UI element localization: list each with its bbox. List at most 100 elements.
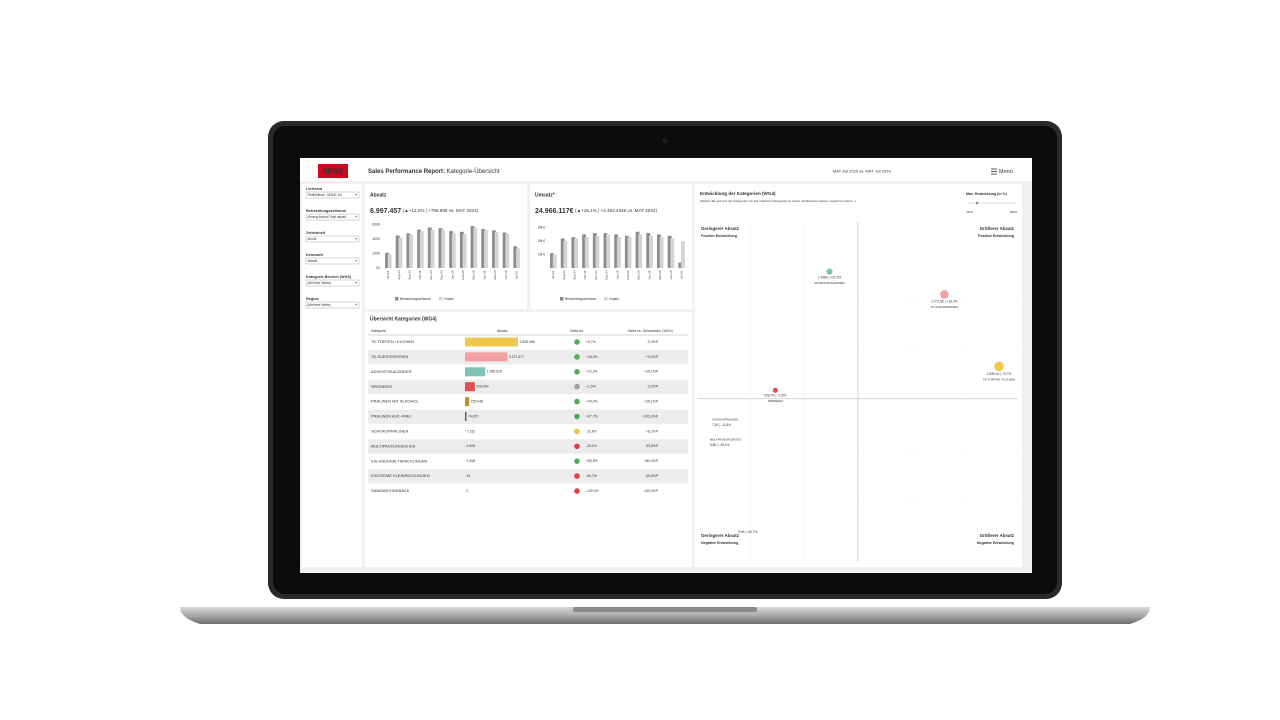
point-name: SPEISEEIS (768, 399, 784, 403)
bar (491, 230, 496, 268)
row-background (368, 439, 688, 454)
dropdown-arrow[interactable] (355, 194, 357, 196)
menu-icon[interactable] (991, 168, 997, 175)
filter-label: Lieferant (306, 187, 323, 191)
filter-label: Zeiteinheit (306, 231, 326, 235)
filter-label: Region (306, 297, 320, 301)
delta-rel: +18,3% (586, 355, 598, 359)
delta-rel: +97,7% (586, 414, 598, 418)
filter-value: Absatz (308, 259, 318, 263)
dropdown-arrow[interactable] (355, 304, 357, 306)
quadrant-subtitle: Negative Entwicklung (977, 541, 1014, 545)
scatter-point[interactable] (940, 290, 949, 299)
filter-dropdown[interactable] (305, 279, 360, 287)
row-background (368, 349, 688, 365)
bar (646, 233, 651, 268)
x-tick-label: Apr 25 (647, 270, 651, 279)
delta-total: +102,0%P (642, 414, 658, 418)
bar (681, 241, 685, 268)
bar (483, 230, 488, 268)
dropdown-arrow[interactable] (355, 260, 357, 262)
scatter-subtitle: (Klicken Sie auf eine der Kategorien um … (700, 199, 856, 203)
delta-total: +26,1%P (644, 399, 659, 403)
bar (406, 233, 411, 268)
filter-dropdown[interactable] (305, 257, 360, 265)
bar (395, 235, 400, 268)
annotation-name: MULTIPACKUNGEN EIS (710, 438, 741, 442)
annotation-label: 6,8K | -28,1% (710, 443, 729, 447)
slider-handle[interactable] (975, 201, 979, 205)
bar (430, 229, 435, 268)
dropdown-arrow[interactable] (355, 282, 357, 284)
legend-label: Betrachtungszeitraum (565, 297, 596, 301)
bar (603, 233, 608, 268)
row-background (368, 409, 688, 424)
x-tick-label: Aug 24 (562, 270, 566, 280)
x-tick-label: Dez 24 (605, 270, 609, 280)
camera (662, 138, 668, 144)
bar (563, 241, 568, 268)
delta-total: -66,5%P (645, 474, 659, 478)
panel-title: Absatz (370, 192, 387, 198)
x-tick-label: Feb 25 (626, 270, 630, 280)
filter-value: (Mehrere Werte) (308, 281, 331, 285)
bar (419, 231, 424, 268)
point-label: 1.086K | +22,3% (818, 276, 842, 280)
scatter-panel (695, 184, 1022, 567)
annotation-name: SCHOKOPRALINEN (712, 418, 738, 422)
filter-label: Kategorie-Bereich (WG3) (306, 275, 352, 279)
filter-dropdown[interactable] (305, 213, 360, 221)
bar (648, 235, 653, 268)
x-tick-label: Sep 24 (573, 270, 577, 280)
bar (614, 234, 619, 268)
bar (516, 248, 520, 268)
bar (470, 226, 475, 268)
bar (659, 237, 664, 268)
umsatz-panel (530, 184, 692, 309)
bar (582, 234, 587, 268)
absatz-bar (465, 397, 470, 407)
dropdown-arrow[interactable] (355, 216, 357, 218)
bar (451, 233, 456, 268)
absatz-value: 1.085.816 (487, 370, 502, 374)
x-tick-label: Apr 25 (482, 270, 486, 279)
quadrant-subtitle: Negative Entwicklung (701, 541, 738, 545)
delta-total: -2,2%P (647, 385, 659, 389)
absatz-value: 6.828 (467, 444, 476, 448)
scatter-point[interactable] (772, 387, 778, 393)
x-tick-label: Dez 24 (440, 270, 444, 280)
status-icon (574, 398, 580, 405)
status-icon (574, 383, 580, 390)
delta-total: +6,2%P (646, 429, 659, 433)
quadrant-title: Geringerer Absatz (701, 533, 740, 538)
legend-swatch (439, 297, 443, 301)
filter-dropdown[interactable] (305, 235, 360, 243)
x-tick-label: Jan 25 (615, 270, 619, 279)
scatter-point[interactable] (994, 361, 1004, 372)
column-header: Delta rel. (570, 329, 584, 333)
quadrant-title: Größerer Absatz (980, 533, 1015, 538)
filter-dropdown[interactable] (305, 301, 360, 309)
absatz-value: 0 (467, 489, 469, 493)
x-tick-label: Mrz 25 (472, 270, 476, 280)
bar (513, 246, 518, 268)
status-icon (574, 443, 580, 450)
absatz-value: 24 (467, 474, 471, 478)
delta-rel: +40,0% (586, 399, 598, 403)
y-tick-label: 2M € (538, 239, 545, 243)
filter-value: Monat (308, 237, 317, 241)
scatter-point[interactable] (826, 268, 833, 275)
quadrant-title: Geringerer Absatz (701, 226, 740, 231)
category-name: PRALINEN MIT ALKOHOL (371, 399, 419, 404)
delta-rel: -100,0% (586, 489, 599, 493)
category-name: SANDWICHGEBÄCK (371, 488, 410, 493)
column-header: Delta vs. Gesamtabs. (WG4) (628, 329, 673, 333)
bar (571, 237, 576, 268)
category-name: TK-TORTEN / KUCHEN (371, 339, 414, 344)
filter-dropdown[interactable] (305, 191, 360, 199)
point-name: TK-SUESSSPEISEN (930, 305, 958, 309)
delta-total: +0,2%P (646, 355, 659, 359)
dropdown-arrow[interactable] (355, 238, 357, 240)
filter-value: Tiefkühlkost - NOMC Kü (308, 193, 342, 197)
bar (595, 235, 600, 268)
